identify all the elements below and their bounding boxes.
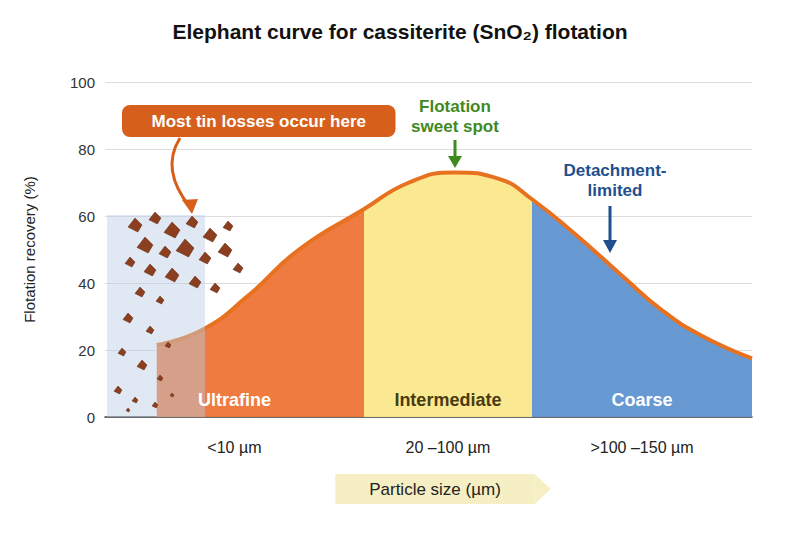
svg-text:40: 40 [78, 275, 95, 292]
svg-text:Flotation: Flotation [419, 97, 491, 116]
svg-text:Coarse: Coarse [611, 390, 672, 410]
svg-text:20 –100 µm: 20 –100 µm [405, 439, 490, 456]
svg-text:Most tin losses occur here: Most tin losses occur here [152, 112, 366, 131]
svg-text:60: 60 [78, 208, 95, 225]
svg-text:Particle size (µm): Particle size (µm) [369, 480, 501, 499]
svg-text:Elephant curve for cassiterite: Elephant curve for cassiterite (SnO₂) fl… [172, 20, 627, 43]
svg-text:100: 100 [70, 74, 95, 91]
svg-text:Flotation recovery (%): Flotation recovery (%) [21, 176, 38, 323]
svg-text:80: 80 [78, 141, 95, 158]
svg-text:Ultrafine: Ultrafine [198, 390, 271, 410]
svg-text:0: 0 [87, 409, 95, 426]
svg-text:Intermediate: Intermediate [394, 390, 501, 410]
svg-text:Detachment-: Detachment- [564, 161, 667, 180]
svg-text:20: 20 [78, 342, 95, 359]
svg-text:>100 –150 µm: >100 –150 µm [590, 439, 693, 456]
svg-text:<10 µm: <10 µm [207, 439, 261, 456]
svg-text:limited: limited [588, 181, 643, 200]
svg-text:sweet spot: sweet spot [411, 117, 499, 136]
